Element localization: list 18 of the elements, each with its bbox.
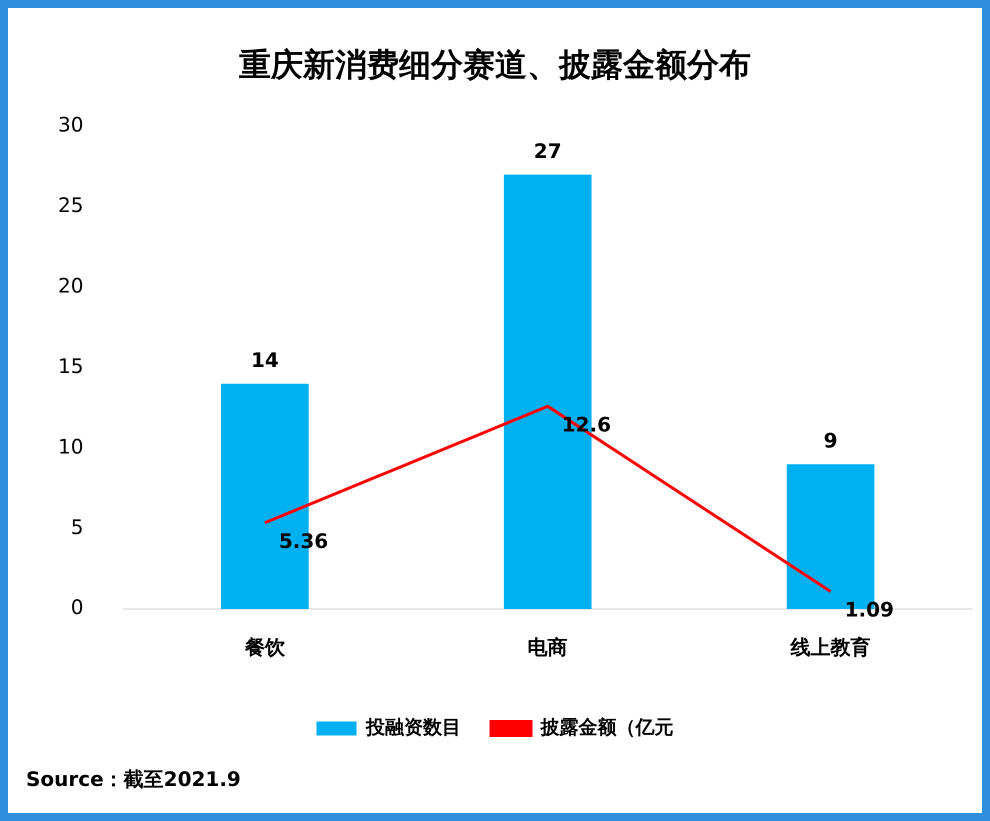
x-tick-label: 线上教育 bbox=[790, 635, 871, 660]
data-label: 12.6 bbox=[562, 412, 612, 437]
x-tick-label: 餐饮 bbox=[244, 635, 286, 660]
data-label: 14 bbox=[250, 348, 279, 372]
legend-label: 披露金额（亿元 bbox=[540, 716, 674, 738]
source-note: Source：截至2021.9 bbox=[26, 766, 241, 793]
x-tick-label: 电商 bbox=[528, 635, 568, 660]
y-tick-label: 15 bbox=[58, 354, 84, 378]
data-label: 9 bbox=[824, 428, 838, 452]
chart-title: 重庆新消费细分赛道、披露金额分布 bbox=[239, 46, 751, 84]
y-tick-label: 25 bbox=[58, 193, 84, 218]
legend-label: 投融资数目 bbox=[365, 716, 461, 738]
y-tick-label: 5 bbox=[70, 514, 84, 539]
data-label: 27 bbox=[534, 138, 562, 163]
y-tick-label: 10 bbox=[58, 434, 84, 458]
y-tick-label: 30 bbox=[58, 112, 84, 137]
y-tick-label: 0 bbox=[70, 595, 84, 620]
y-tick-label: 20 bbox=[58, 273, 84, 298]
